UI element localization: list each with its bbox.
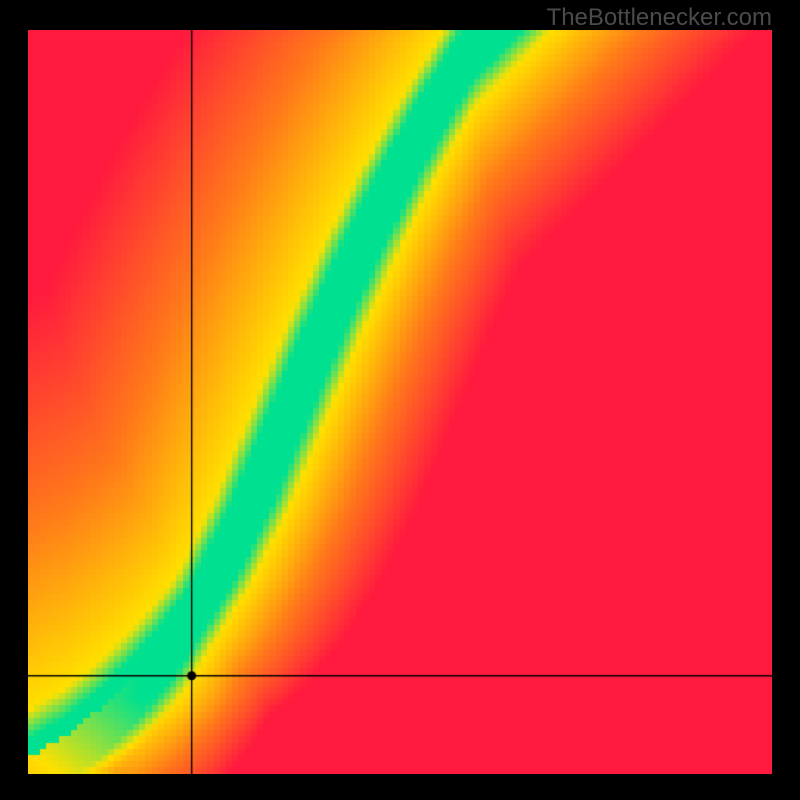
bottleneck-heatmap	[28, 30, 772, 774]
chart-container: { "canvas": { "width": 800, "height": 80…	[0, 0, 800, 800]
watermark-text: TheBottlenecker.com	[547, 4, 772, 32]
